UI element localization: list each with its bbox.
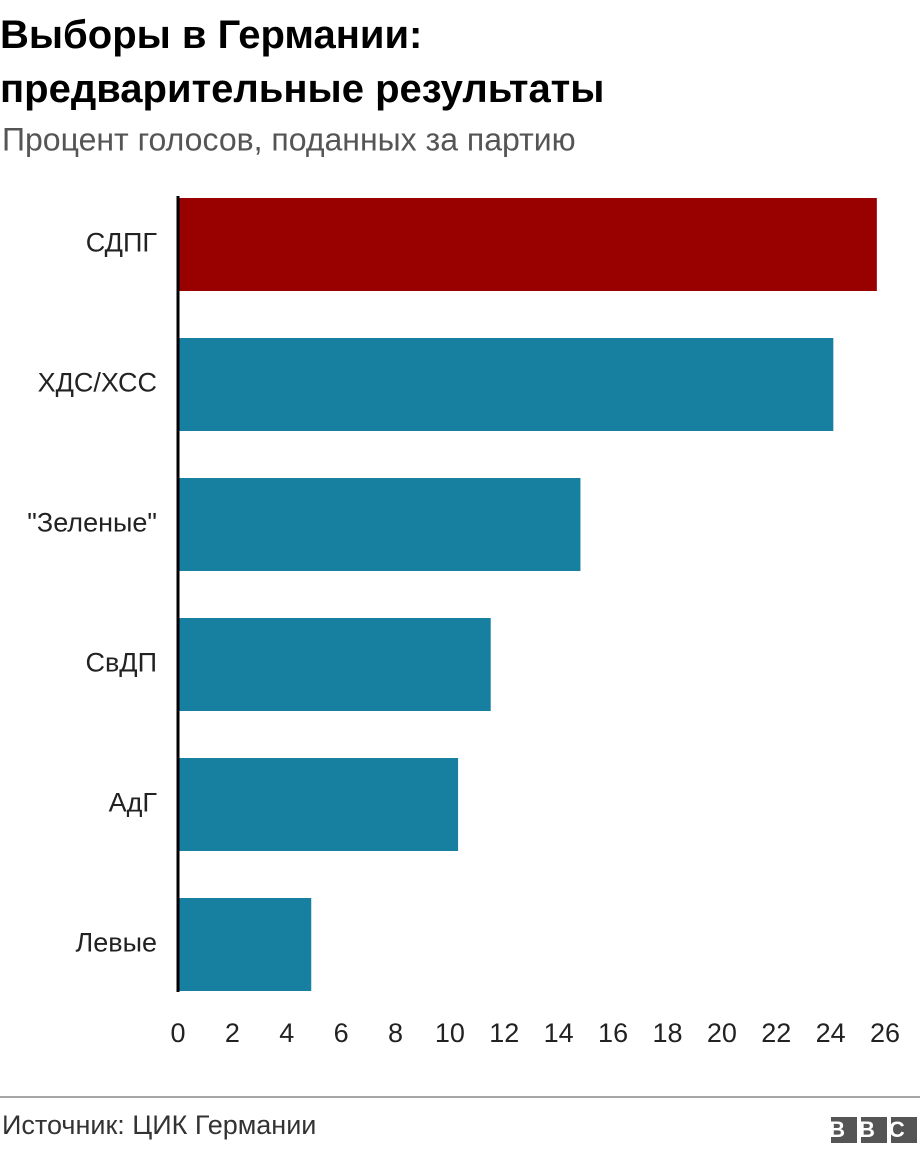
- chart-title: Выборы в Германии: предварительные резул…: [0, 13, 605, 111]
- x-tick-label: 0: [170, 1018, 185, 1048]
- bar: [178, 338, 834, 431]
- logo-text: BBC: [829, 1117, 919, 1142]
- x-tick-label: 24: [816, 1018, 846, 1048]
- x-tick-label: 22: [761, 1018, 791, 1048]
- y-tick-label: "Зеленые": [27, 508, 157, 538]
- x-tick-label: 14: [544, 1018, 574, 1048]
- bar: [178, 898, 312, 991]
- bar: [178, 198, 877, 291]
- x-tick-label: 12: [489, 1018, 519, 1048]
- y-tick-label: СвДП: [85, 648, 157, 678]
- y-tick-label: ХДС/ХСС: [38, 368, 157, 398]
- x-tick-label: 20: [707, 1018, 737, 1048]
- y-tick-label: Левые: [75, 928, 157, 958]
- title-box: Выборы в Германии: предварительные резул…: [0, 13, 605, 111]
- logo-box: [891, 1117, 917, 1143]
- bar: [178, 478, 581, 571]
- y-tick-label: АдГ: [109, 788, 158, 818]
- logo: BBC: [829, 1117, 919, 1143]
- chart-subtitle: Процент голосов, поданных за партию: [2, 121, 576, 157]
- x-tick-label: 8: [388, 1018, 403, 1048]
- logo-box: [861, 1117, 887, 1143]
- source: Источник: ЦИК Германии: [2, 1110, 316, 1140]
- x-tick-label: 16: [598, 1018, 628, 1048]
- x-tick-label: 26: [870, 1018, 900, 1048]
- x-tick-label: 4: [279, 1018, 294, 1048]
- x-tick-label: 6: [334, 1018, 349, 1048]
- bar: [178, 758, 459, 851]
- y-tick-label: СДПГ: [86, 228, 158, 258]
- bar: [178, 618, 491, 711]
- x-tick-label: 10: [435, 1018, 465, 1048]
- x-tick-label: 18: [652, 1018, 682, 1048]
- x-tick-label: 2: [225, 1018, 240, 1048]
- logo-box: [831, 1117, 857, 1143]
